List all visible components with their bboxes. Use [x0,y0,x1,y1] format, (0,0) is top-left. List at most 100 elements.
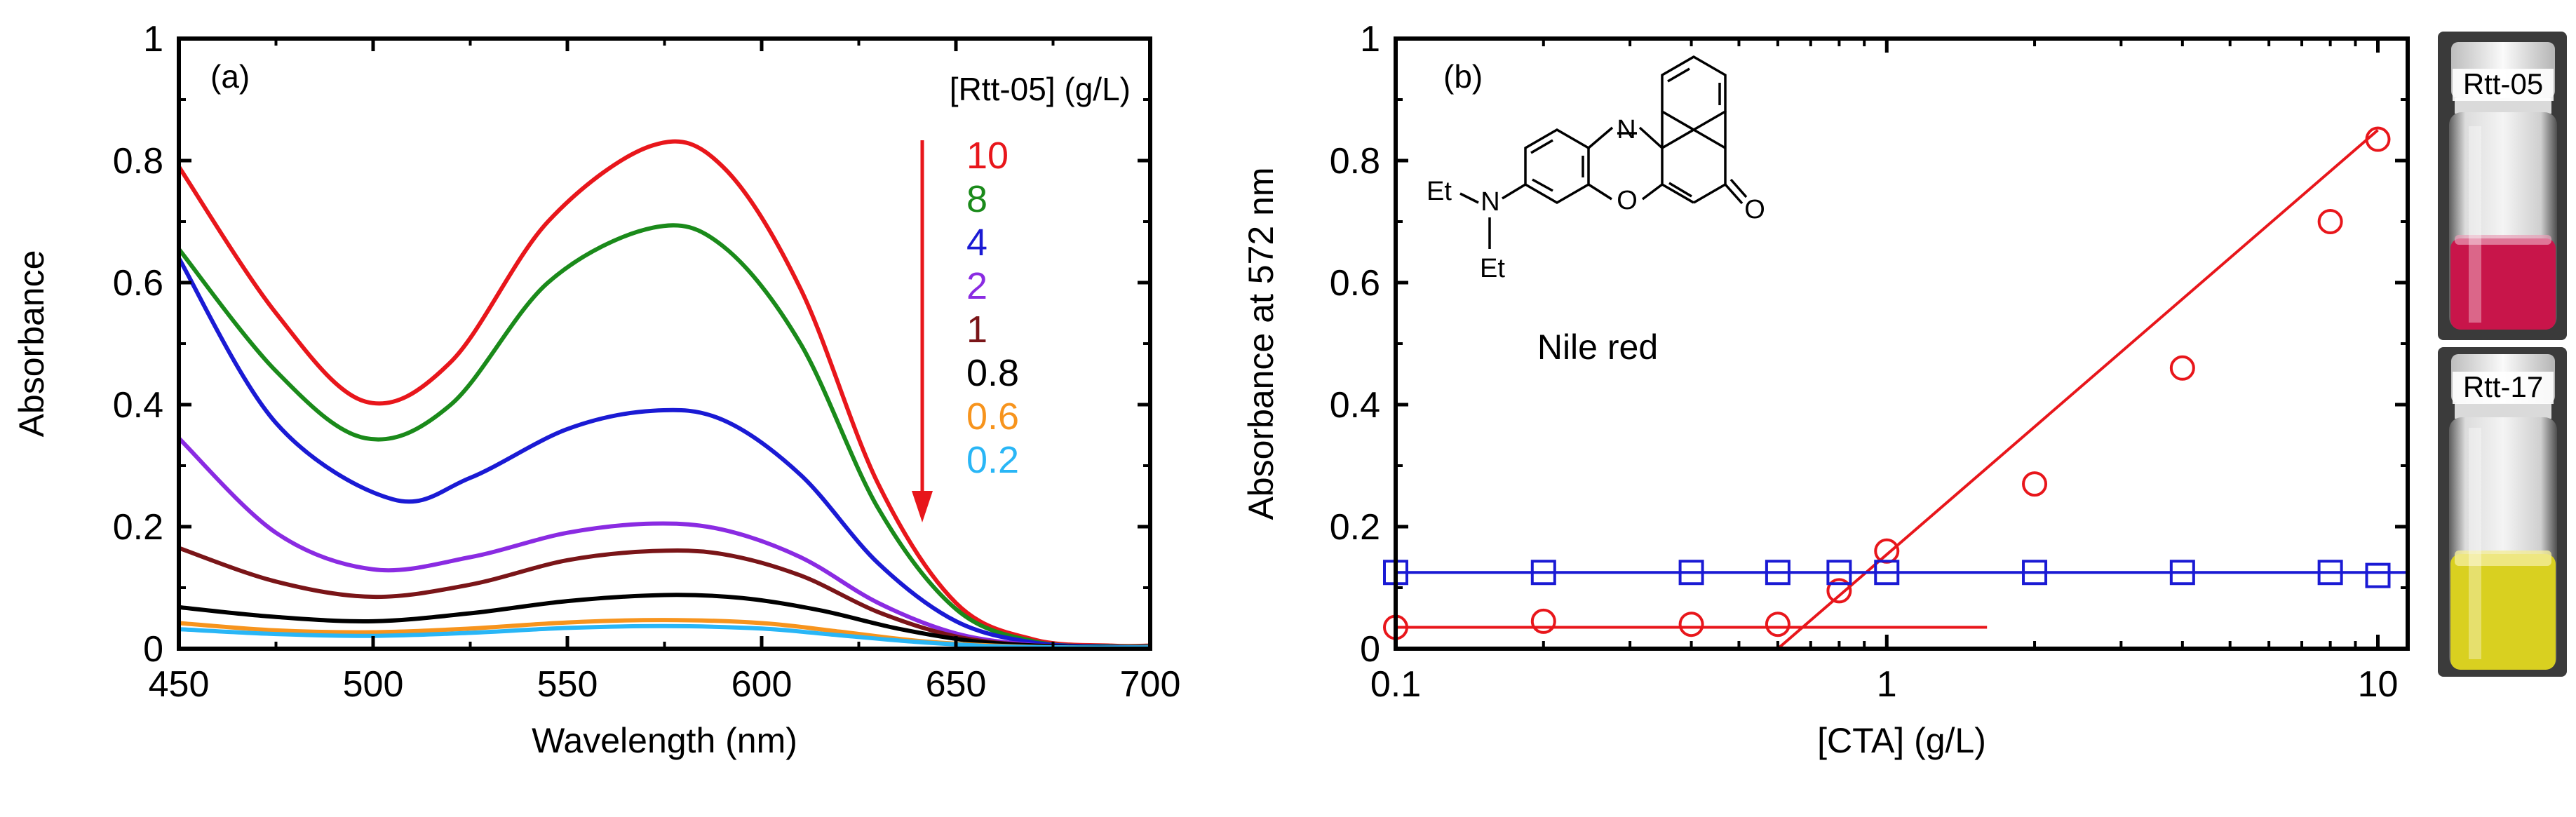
x-tick-label: 0.1 [1370,664,1421,705]
data-points [1383,126,2391,640]
fit-lines [1396,128,2408,650]
data-point-square [1678,560,1704,586]
y-axis-ticks: 00.20.40.60.81 [113,19,1150,670]
x-tick-label: 1 [1877,664,1897,705]
x-tick-label: 700 [1120,664,1181,705]
bond [1661,128,1694,149]
nile-red-structure [1459,55,1748,249]
y-axis-label: Absorbance [12,250,51,438]
arrowhead-icon [912,491,933,522]
spectra-curves [177,139,1151,650]
spectrum-line-4 [177,257,1151,649]
vial-liquid [2450,238,2556,330]
benzene-ring-top [1661,55,1727,132]
data-point-circle [1678,612,1704,637]
x-axis-label: [CTA] (g/L) [1817,721,1986,760]
x-axis-ticks: 0.1 1 10 [1370,39,2399,705]
structure-labels: N O O Et N Et [1427,115,1765,283]
data-point-circle [2022,471,2048,497]
spectrum-line-10 [177,139,1151,649]
vial-liquid [2450,554,2556,670]
x-axis-ticks: 450 500 550 600 650 700 [149,39,1181,705]
y-tick-label: 0.8 [113,141,163,182]
y-tick-label: 0 [1360,629,1380,670]
bond [1638,126,1664,149]
atom-label-o: O [1744,195,1765,224]
legend-item-0.8: 0.8 [966,352,1019,394]
x-tick-label: 550 [537,664,598,705]
data-point-square [2365,562,2391,588]
bond [1459,192,1479,204]
double-bond [1532,178,1553,192]
bond [1588,183,1612,201]
x-tick-label: 600 [731,664,793,705]
data-point-square [1826,560,1852,586]
data-point-square [1530,560,1556,586]
panel-label: (b) [1443,58,1483,95]
y-tick-label: 0.6 [1330,263,1380,304]
vial-photo-rtt-17: Rtt-17 [2438,347,2567,677]
legend-item-2: 2 [966,265,987,307]
data-point-square [1765,560,1791,586]
atom-label-n: N [1617,115,1636,144]
bond [1641,183,1664,201]
bond [1587,126,1614,149]
bond [1661,183,1694,204]
y-axis-ticks: 0 0.2 0.4 0.6 0.8 1 [1330,19,2408,670]
double-bond [1667,67,1690,83]
ketone-bond [1724,183,1744,205]
legend-item-0.2: 0.2 [966,439,1019,481]
x-tick-label: 500 [343,664,404,705]
y-tick-label: 1 [143,19,163,60]
panel-a: 450 500 550 600 650 700 00.20.40.60.81 (a) Wa… [12,19,1180,760]
atom-label-n: N [1481,187,1499,217]
compound-label: Nile red [1537,328,1658,367]
benzene-ring-left [1524,128,1590,205]
data-point-circle [1874,538,1900,564]
y-tick-label: 0.6 [113,263,163,304]
vial-label: Rtt-17 [2463,370,2543,403]
spectrum-line-0.2 [178,623,1151,650]
x-axis-label: Wavelength (nm) [532,721,797,760]
y-tick-label: 0.4 [113,385,163,426]
legend-item-1: 1 [966,309,987,351]
double-bond [1668,182,1692,198]
x-tick-label: 450 [149,664,210,705]
x-tick-label: 650 [926,664,987,705]
vial-label: Rtt-05 [2463,67,2543,100]
fit-line [1776,128,2379,650]
legend-title: [Rtt-05] (g/L) [950,71,1131,107]
data-point-square [2169,560,2195,586]
y-tick-label: 1 [1360,19,1380,60]
panel-label: (a) [210,58,250,95]
data-point-circle [2169,355,2195,381]
y-tick-label: 0.2 [113,507,163,548]
data-point-square [2317,560,2343,586]
data-point-circle [1765,612,1791,637]
atom-label-et: Et [1480,254,1505,283]
legend-item-10: 10 [966,135,1009,177]
y-axis-label: Absorbance at 572 nm [1241,167,1281,520]
double-bond [1530,139,1553,154]
bond [1502,183,1526,200]
atom-label-et: Et [1427,177,1452,206]
y-tick-label: 0.4 [1330,385,1380,426]
y-tick-label: 0.8 [1330,141,1380,182]
panel-b: 0.1 1 10 0 0.2 0.4 0.6 0.8 1 (b) [CTA] (g/L) Ab… [1241,19,2410,760]
data-point-square [2022,560,2048,586]
vial-photo-rtt-05: Rtt-05 [2438,32,2567,340]
legend-item-4: 4 [966,222,987,264]
atom-label-o: O [1617,186,1638,215]
data-point-circle [1530,608,1556,634]
spectrum-line-8 [177,223,1151,649]
x-tick-label: 10 [2358,664,2399,705]
data-point-circle [2365,126,2391,152]
data-point-square [1874,560,1900,586]
data-point-circle [2317,209,2343,234]
legend-item-8: 8 [966,178,987,220]
ketone-bond [1729,178,1748,198]
bond [1693,183,1726,204]
y-tick-label: 0.2 [1330,507,1380,548]
